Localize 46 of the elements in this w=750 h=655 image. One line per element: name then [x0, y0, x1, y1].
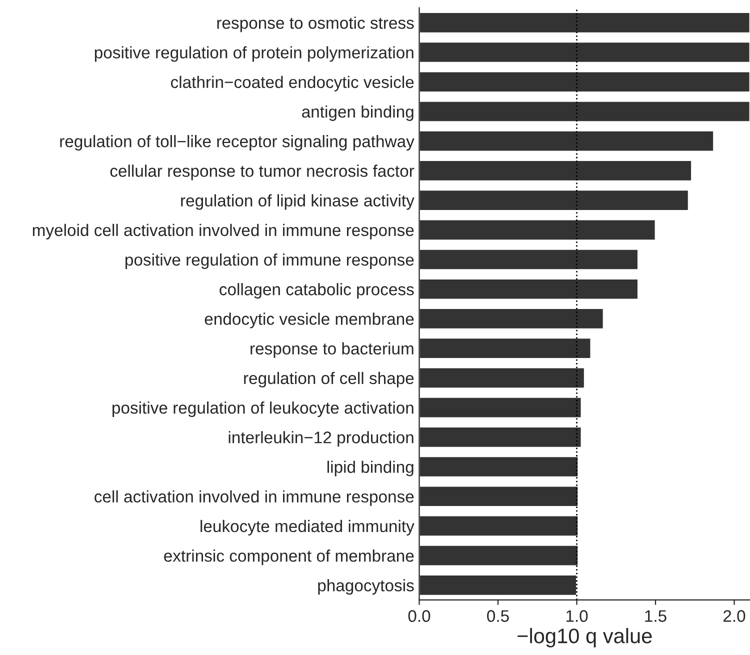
y-tick-label: myeloid cell activation involved in immune response: [32, 224, 414, 240]
bar: [419, 456, 580, 478]
y-tick-label: clathrin−coated endocytic vesicle: [170, 76, 414, 92]
bar: [419, 12, 750, 34]
bar: [419, 485, 580, 508]
bar: [419, 426, 582, 448]
y-tick-label: leukocyte mediated immunity: [200, 520, 414, 536]
y-tick-label: regulation of cell shape: [244, 372, 414, 388]
bar: [419, 544, 580, 567]
y-tick-label: positive regulation of immune response: [126, 253, 414, 270]
bar: [419, 160, 692, 182]
y-tick-label: interleukin−12 production: [228, 431, 414, 447]
bar: [419, 70, 750, 93]
bar: [419, 248, 639, 271]
bar: [419, 514, 580, 538]
y-tick-label: lipid binding: [327, 460, 414, 476]
bar: [419, 130, 714, 152]
y-tick-label: endocytic vesicle membrane: [204, 312, 414, 328]
y-tick-label: cell activation involved in immune response: [94, 490, 414, 506]
x-tick-label: 2.0: [724, 610, 746, 622]
bar: [419, 100, 750, 123]
y-tick-label: response to osmotic stress: [217, 16, 414, 32]
bar: [419, 574, 578, 596]
x-axis-title: −log10 q value: [518, 628, 652, 648]
y-tick-label: collagen catabolic process: [220, 283, 414, 299]
x-tick-label: 0.0: [408, 610, 430, 622]
x-tick-label: 1.5: [645, 610, 666, 622]
y-tick-label: positive regulation of leukocyte activation: [112, 402, 414, 418]
bar: [419, 278, 639, 300]
bar: [419, 308, 604, 330]
bar: [419, 41, 750, 64]
y-tick-label: regulation of lipid kinase activity: [181, 194, 414, 210]
y-tick-label: antigen binding: [302, 105, 414, 121]
bar: [419, 218, 656, 241]
bar: [419, 189, 690, 212]
x-tick-label: 1.0: [566, 610, 588, 622]
bar: [419, 396, 582, 419]
y-tick-label: cellular response to tumor necrosis factor: [110, 164, 414, 180]
y-tick-label: positive regulation of protein polymerization: [94, 46, 414, 62]
y-tick-label: regulation of toll−like receptor signaling pathway: [60, 135, 414, 151]
bar: [419, 366, 586, 389]
y-tick-label: phagocytosis: [318, 579, 414, 595]
bar: [419, 337, 592, 360]
x-tick-label: 0.5: [487, 610, 509, 622]
y-tick-label: extrinsic component of membrane: [164, 550, 414, 566]
y-tick-label: response to bacterium: [250, 342, 414, 358]
